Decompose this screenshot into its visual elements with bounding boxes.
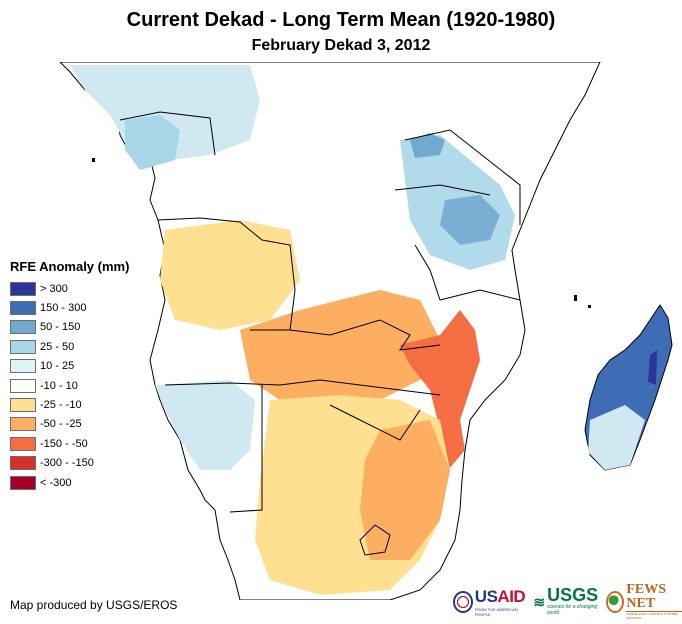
- legend-label: 10 - 25: [40, 360, 75, 373]
- country-borders: [119, 111, 521, 556]
- legend-label: 150 - 300: [40, 302, 87, 315]
- legend-swatch: [10, 320, 36, 335]
- legend-item: < -300: [10, 473, 129, 492]
- island: [574, 295, 577, 301]
- usaid-us-text: US: [474, 586, 498, 606]
- legend-swatch: [10, 456, 36, 471]
- legend-swatch: [10, 436, 36, 451]
- legend-label: -50 - -25: [40, 418, 82, 431]
- anomaly-region-wet-lakevic: [410, 133, 445, 158]
- anomaly-region-dry-mozambique: [400, 310, 480, 470]
- legend: RFE Anomaly (mm) > 300 150 - 300 50 - 150 2…: [10, 259, 129, 492]
- island: [92, 158, 95, 162]
- island: [588, 305, 591, 308]
- map-credit: Map produced by USGS/EROS: [10, 598, 178, 612]
- legend-label: 25 - 50: [40, 340, 75, 353]
- anomaly-map: [59, 62, 673, 600]
- map-title: Current Dekad - Long Term Mean (1920-198…: [126, 9, 556, 31]
- usgs-wave-icon: ≋: [533, 593, 546, 610]
- legend-label: -300 - -150: [40, 457, 94, 470]
- legend-item: 25 - 50: [10, 337, 129, 356]
- anomaly-region-wet-east-core: [440, 195, 500, 245]
- legend-swatch: [10, 417, 36, 432]
- legend-swatch: [10, 378, 36, 393]
- legend-item: 10 - 25: [10, 357, 129, 376]
- usgs-tagline: science for a changing world: [547, 604, 598, 616]
- anomaly-region-dry-se: [360, 420, 450, 560]
- legend-swatch: [10, 339, 36, 354]
- usgs-logo: ≋ USGS science for a changing world: [533, 585, 600, 616]
- legend-item: -300 - -150: [10, 454, 129, 473]
- fews-globe-icon: [606, 590, 625, 613]
- anomaly-region-dry-angola: [160, 220, 300, 330]
- usaid-seal-icon: [453, 590, 473, 613]
- legend-title: RFE Anomaly (mm): [10, 259, 130, 274]
- legend-swatch: [10, 301, 36, 316]
- legend-swatch: [10, 359, 36, 374]
- fews-tagline: FAMINE EARLY WARNING SYSTEMS NETWORK: [626, 611, 682, 620]
- legend-swatch: [10, 475, 36, 490]
- fews-name: FEWS NET: [626, 582, 667, 611]
- usaid-logo: USAID FROM THE AMERICAN PEOPLE: [453, 587, 527, 617]
- legend-item: 150 - 300: [10, 298, 129, 317]
- legend-item: -25 - -10: [10, 395, 129, 414]
- legend-label: -10 - 10: [40, 379, 78, 392]
- legend-label: > 300: [40, 282, 68, 295]
- anomaly-region-wet-gabon: [125, 115, 180, 170]
- anomaly-region-madagascar-peak: [648, 350, 657, 385]
- legend-swatch: [10, 281, 36, 296]
- usaid-tagline: FROM THE AMERICAN PEOPLE: [474, 606, 518, 617]
- usgs-name: USGS: [547, 585, 599, 605]
- fews-logo: FEWS NET FAMINE EARLY WARNING SYSTEMS NE…: [606, 583, 682, 620]
- legend-item: -50 - -25: [10, 415, 129, 434]
- legend-label: -150 - -50: [40, 437, 88, 450]
- legend-item: > 300: [10, 279, 129, 298]
- legend-item: -10 - 10: [10, 376, 129, 395]
- logo-bar: USAID FROM THE AMERICAN PEOPLE ≋ USGS sc…: [453, 583, 682, 620]
- legend-swatch: [10, 398, 36, 413]
- anomaly-region-dry-zambia: [240, 290, 440, 410]
- usaid-aid-text: AID: [497, 586, 526, 606]
- legend-item: -150 - -50: [10, 434, 129, 453]
- map-subtitle: February Dekad 3, 2012: [251, 37, 431, 54]
- anomaly-region-madagascar-south: [588, 405, 645, 470]
- legend-label: < -300: [40, 476, 72, 489]
- legend-item: 50 - 150: [10, 318, 129, 337]
- legend-label: -25 - -10: [40, 399, 82, 412]
- legend-label: 50 - 150: [40, 321, 81, 334]
- anomaly-region-wet-namibia: [155, 380, 255, 470]
